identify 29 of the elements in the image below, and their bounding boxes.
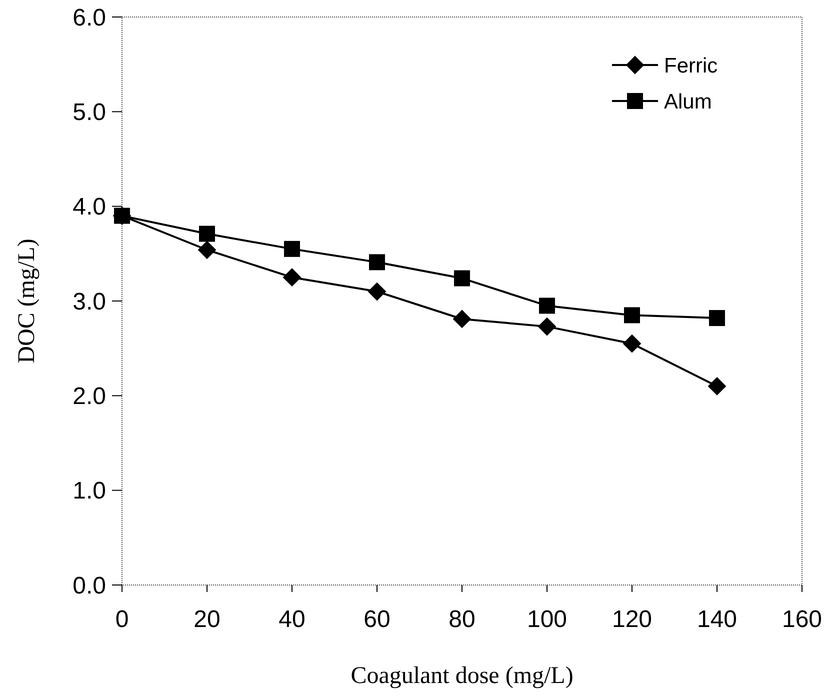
y-axis-title: DOC (mg/L) <box>14 238 40 364</box>
y-tick-label: 6.0 <box>72 4 106 32</box>
x-tick-label: 100 <box>526 606 568 633</box>
point <box>198 240 216 260</box>
x-tick-label: 0 <box>115 606 129 633</box>
point <box>369 254 385 270</box>
x-tick-label: 140 <box>696 606 738 633</box>
x-tick-label: 20 <box>194 606 220 633</box>
legend-label: Alum <box>664 90 712 114</box>
x-tick-label: 40 <box>278 606 306 633</box>
y-tick-label: 1.0 <box>72 478 106 505</box>
x-tick-label: 120 <box>612 606 652 633</box>
point <box>284 240 300 257</box>
y-tick-label: 3.0 <box>72 288 106 316</box>
y-tick-label: 5.0 <box>72 99 106 126</box>
point <box>454 270 470 286</box>
point <box>114 208 130 224</box>
point <box>199 226 215 242</box>
y-tick-label: 2.0 <box>72 383 106 410</box>
x-tick-label: 60 <box>364 606 390 633</box>
point <box>624 307 640 324</box>
x-tick-label: 160 <box>782 606 822 633</box>
legend-label: Ferric <box>664 54 718 78</box>
x-tick-label: 80 <box>448 606 476 633</box>
point <box>539 298 555 314</box>
point <box>709 310 725 326</box>
y-tick-label: 4.0 <box>72 194 106 221</box>
y-tick-label: 0.0 <box>72 572 106 600</box>
x-axis-title: Coagulant dose (mg/L) <box>350 663 574 689</box>
